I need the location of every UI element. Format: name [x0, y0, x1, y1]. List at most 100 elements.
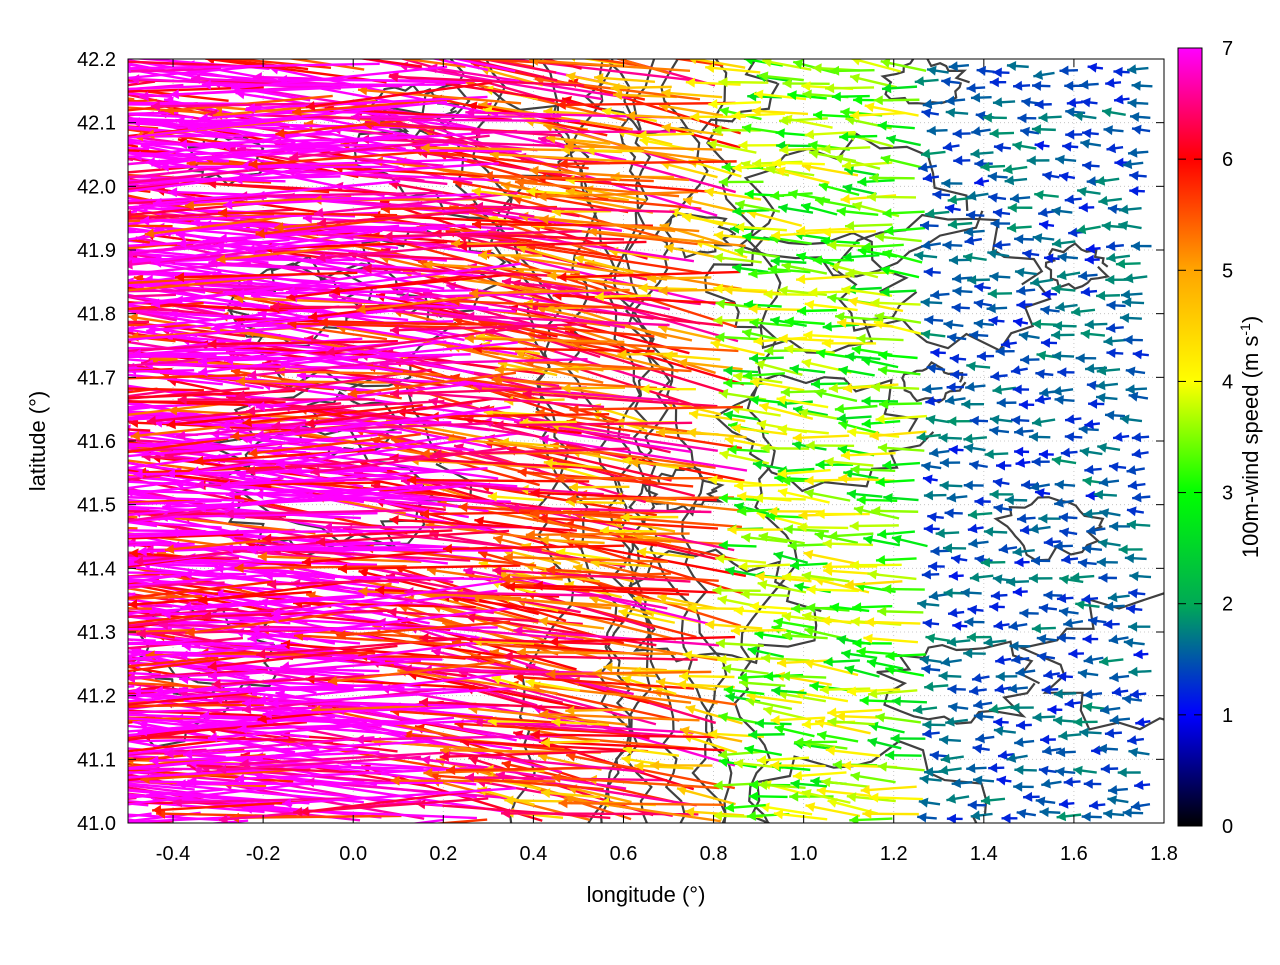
wind-arrow-shaft — [565, 710, 631, 711]
wind-arrow-head — [17, 506, 26, 516]
wind-arrow-shaft — [526, 534, 690, 535]
wind-arrow — [0, 429, 149, 471]
wind-arrow-head — [67, 605, 77, 615]
wind-arrow — [0, 730, 138, 757]
wind-arrow-head — [34, 558, 44, 568]
wind-arrow-head — [69, 284, 78, 294]
wind-arrow-head — [7, 489, 16, 499]
wind-arrow-head — [216, 843, 226, 853]
wind-arrow-head — [13, 566, 23, 576]
wind-arrow-head — [9, 765, 19, 775]
wind-arrow-head — [22, 586, 31, 596]
wind-arrow-head — [101, 656, 110, 666]
wind-arrow-head — [79, 282, 89, 292]
wind-arrow-head — [23, 318, 32, 328]
wind-arrow-head — [119, 618, 128, 628]
wind-arrow-head — [104, 609, 113, 619]
wind-arrow-shaft — [0, 391, 138, 422]
wind-arrow-head — [104, 595, 114, 605]
wind-arrow-shaft — [0, 821, 248, 844]
wind-arrow-shaft — [0, 337, 149, 364]
wind-arrow — [0, 496, 137, 518]
wind-arrow-head — [11, 471, 20, 481]
wind-arrow-head — [0, 426, 3, 436]
wind-arrow-head — [74, 786, 84, 796]
wind-arrow-head — [51, 546, 61, 556]
wind-arrow-head — [111, 727, 120, 737]
wind-arrow-head — [43, 370, 53, 380]
wind-arrow-head — [63, 295, 72, 305]
wind-arrow-head — [23, 381, 32, 391]
wind-arrow-head — [13, 702, 22, 712]
wind-arrow — [0, 516, 138, 528]
wind-arrow-shaft — [0, 358, 129, 368]
wind-arrow — [0, 353, 129, 368]
wind-arrow-head — [4, 274, 14, 284]
wind-arrow-head — [64, 705, 73, 715]
wind-arrow-head — [64, 600, 74, 610]
wind-arrow — [0, 798, 136, 823]
wind-arrow-head — [58, 521, 68, 531]
wind-arrow-head — [10, 767, 20, 777]
wind-arrow — [0, 337, 149, 368]
wind-arrow-head — [100, 774, 110, 784]
wind-arrow-shaft — [0, 407, 150, 428]
wind-arrow-head — [0, 504, 5, 514]
wind-arrow-head — [37, 587, 46, 597]
wind-arrow-head — [14, 422, 24, 432]
wind-arrow-head — [313, 828, 322, 838]
wind-arrow-shaft — [0, 229, 137, 256]
wind-arrow-head — [80, 403, 90, 413]
wind-arrow-head — [97, 709, 106, 719]
wind-arrow — [0, 722, 132, 750]
wind-arrow-shaft — [98, 401, 286, 402]
wind-arrow-head — [117, 473, 127, 483]
wind-arrow-head — [54, 399, 63, 409]
wind-arrow-head — [81, 403, 91, 413]
wind-arrow-head — [116, 328, 126, 338]
wind-arrow-head — [17, 310, 27, 320]
wind-arrow-head — [65, 349, 74, 359]
wind-arrow-head — [57, 350, 66, 360]
wind-arrow-head — [0, 604, 9, 614]
wind-arrow-head — [27, 311, 36, 321]
wind-arrow — [0, 594, 150, 604]
wind-arrow-shaft — [0, 784, 148, 806]
wind-arrow-head — [105, 286, 114, 296]
wind-arrow-head — [60, 448, 69, 458]
wind-arrow-shaft — [224, 547, 442, 548]
wind-arrow-head — [117, 360, 127, 370]
wind-arrow-head — [55, 229, 65, 239]
wind-arrow-head — [62, 705, 71, 715]
wind-arrow-head — [70, 459, 80, 469]
wind-arrow-head — [44, 669, 54, 679]
wind-arrow-head — [103, 463, 113, 473]
wind-arrow-head — [105, 733, 115, 743]
wind-arrow-shaft — [561, 388, 625, 389]
wind-arrow-head — [27, 631, 36, 641]
wind-arrow-head — [118, 731, 127, 741]
wind-arrow-head — [56, 310, 66, 320]
wind-arrow-head — [57, 743, 67, 753]
wind-arrow-head — [114, 588, 124, 598]
wind-arrow-head — [79, 342, 88, 352]
wind-arrow-shaft — [658, 290, 724, 291]
wind-arrow-head — [51, 708, 60, 718]
wind-arrow-head — [39, 627, 49, 637]
wind-arrow-shaft — [0, 798, 136, 819]
wind-arrow-head — [90, 645, 100, 655]
wind-arrow-head — [117, 764, 126, 774]
wind-arrow-shaft — [236, 381, 399, 382]
wind-arrow — [0, 646, 135, 678]
wind-arrow-head — [9, 382, 19, 392]
wind-arrow-shaft — [0, 770, 132, 781]
wind-arrow-head — [70, 283, 80, 293]
wind-arrow-head — [0, 594, 4, 604]
wind-arrow-head — [105, 287, 114, 297]
wind-arrow-head — [35, 368, 44, 378]
wind-arrow-head — [6, 709, 15, 719]
wind-arrow-head — [97, 596, 107, 606]
wind-arrow — [0, 594, 135, 626]
wind-arrow-head — [116, 736, 126, 746]
